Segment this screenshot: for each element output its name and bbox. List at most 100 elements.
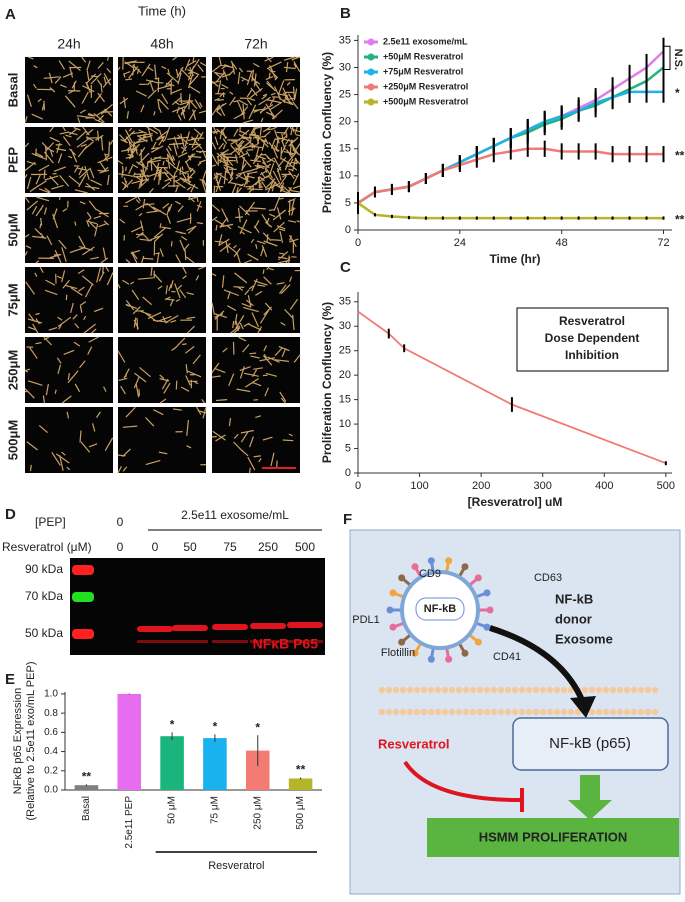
y-tick-label: 0 — [345, 224, 351, 236]
membrane — [512, 687, 518, 693]
x-tick-label: 2.5e11 PEP — [124, 796, 135, 849]
annotation: N.S. — [672, 49, 684, 70]
membrane — [505, 687, 511, 693]
bar — [203, 738, 227, 790]
membrane — [407, 687, 413, 693]
x-tick-label: Basal — [81, 796, 92, 821]
y-tick-label: 0 — [345, 467, 351, 479]
lane-label: 0 — [152, 540, 159, 554]
marker-label: PDL1 — [352, 614, 380, 626]
x-tick-label: 0 — [355, 237, 361, 249]
y-tick-label: 25 — [339, 345, 351, 357]
membrane — [421, 709, 427, 715]
membrane — [519, 687, 525, 693]
x-tick-label: 100 — [410, 480, 428, 492]
y-axis-label: NFκB p65 Expression — [12, 688, 24, 794]
annotation: ** — [675, 212, 685, 226]
exosome-label: Exosome — [555, 631, 613, 646]
marker-label: Flotillin — [381, 647, 415, 659]
row-label: [PEP] — [35, 515, 66, 529]
x-tick-label: 24 — [454, 237, 466, 249]
membrane — [610, 709, 616, 715]
y-tick-label: 10 — [339, 170, 351, 182]
membrane — [596, 687, 602, 693]
inhibitor-label: Resveratrol — [378, 736, 450, 751]
row-label: 500μM — [5, 420, 20, 460]
receptor-head — [390, 624, 397, 631]
y-tick-label: 20 — [339, 116, 351, 128]
membrane — [547, 709, 553, 715]
membrane — [547, 687, 553, 693]
marker-label: 50 kDa — [25, 626, 63, 640]
column-header: 72h — [244, 36, 267, 52]
receptor-head — [475, 574, 482, 581]
blot-label: NFκB P65 — [253, 636, 319, 652]
legend-marker — [368, 69, 375, 76]
receptor-head — [483, 624, 490, 631]
x-tick-label: 48 — [556, 237, 568, 249]
membrane — [645, 709, 651, 715]
y-tick-label: 15 — [339, 394, 351, 406]
marker-label: CD41 — [493, 651, 521, 663]
y-tick-label: 5 — [345, 442, 351, 454]
group-label: Resveratrol — [208, 860, 264, 872]
receptor-head — [461, 563, 468, 570]
membrane — [512, 709, 518, 715]
protein-band — [137, 626, 173, 632]
membrane — [491, 709, 497, 715]
annotation: ** — [675, 148, 685, 162]
membrane — [379, 709, 385, 715]
membrane — [652, 709, 658, 715]
target-label: NF-kB (p65) — [549, 735, 631, 752]
membrane — [484, 687, 490, 693]
cargo-label: NF-kB — [424, 603, 456, 615]
axis-title: Time (h) — [138, 3, 186, 18]
protein-band — [287, 622, 323, 628]
membrane — [463, 687, 469, 693]
membrane — [652, 687, 658, 693]
receptor-head — [475, 639, 482, 646]
row-label: 50μM — [5, 213, 20, 246]
membrane — [393, 687, 399, 693]
panel-letter: E — [5, 671, 15, 688]
marker-label: 90 kDa — [25, 562, 63, 576]
membrane — [582, 687, 588, 693]
outcome-label: HSMM PROLIFERATION — [479, 829, 628, 844]
receptor-head — [483, 589, 490, 596]
membrane — [442, 687, 448, 693]
marker-label: CD9 — [419, 568, 441, 580]
membrane — [435, 687, 441, 693]
membrane — [631, 687, 637, 693]
row-label: Basal — [5, 73, 20, 108]
row-label: 75μM — [5, 283, 20, 316]
membrane — [491, 687, 497, 693]
membrane — [554, 709, 560, 715]
x-tick-label: 500 μM — [295, 796, 306, 830]
membrane — [414, 709, 420, 715]
membrane — [414, 687, 420, 693]
legend-marker — [368, 99, 375, 106]
receptor-head — [398, 574, 405, 581]
protein-band — [250, 623, 286, 629]
membrane — [638, 709, 644, 715]
box-text: Inhibition — [565, 348, 619, 362]
exosome-label: donor — [555, 611, 592, 626]
bar — [289, 778, 313, 790]
legend-marker — [368, 39, 375, 46]
annotation: * — [675, 86, 680, 100]
membrane — [449, 709, 455, 715]
x-tick-label: 200 — [472, 480, 490, 492]
bracket — [664, 46, 670, 69]
y-tick-label: 30 — [339, 61, 351, 73]
bar — [117, 694, 141, 790]
membrane — [400, 709, 406, 715]
membrane — [631, 709, 637, 715]
membrane — [617, 687, 623, 693]
membrane — [519, 709, 525, 715]
micrograph — [212, 267, 300, 333]
row-label: Resveratrol (μM) — [2, 540, 92, 554]
membrane — [498, 709, 504, 715]
membrane — [638, 687, 644, 693]
column-header: 48h — [150, 36, 173, 52]
membrane — [470, 687, 476, 693]
